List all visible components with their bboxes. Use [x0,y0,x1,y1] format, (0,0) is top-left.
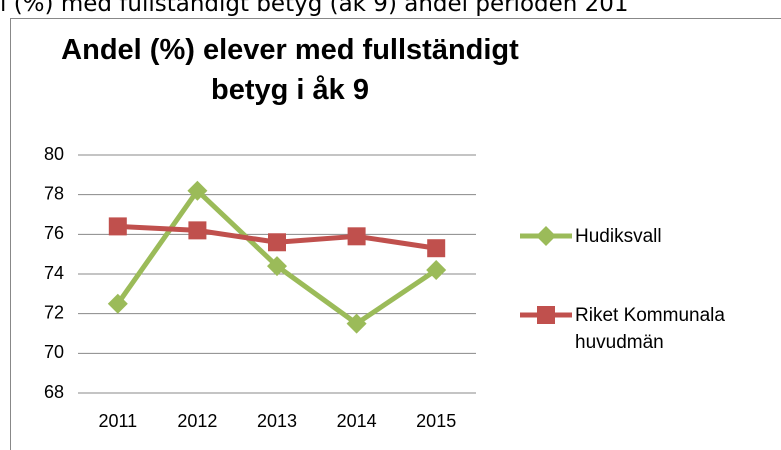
chart-title: Andel (%) elever med fullständigt betyg … [61,34,519,106]
legend-marker [537,306,555,324]
y-tick-label: 74 [44,263,64,283]
x-tick-label: 2013 [257,411,297,431]
x-tick-label: 2015 [416,411,456,431]
marker [426,260,447,281]
marker [108,217,127,236]
y-tick-label: 76 [44,223,64,243]
y-tick-label: 72 [44,302,64,322]
x-tick-label: 2012 [177,411,217,431]
x-tick-label: 2011 [98,411,137,431]
marker [107,293,128,314]
marker [347,227,366,246]
marker [267,256,287,277]
marker [346,313,367,334]
marker [268,233,286,252]
legend-label: Riket Kommunala huvudmän [575,305,725,353]
y-tick-label: 80 [44,144,64,164]
caption: l (%) med fullständigt betyg (åk 9) ande… [0,0,629,17]
y-tick-label: 78 [44,183,64,203]
x-tick-label: 2014 [337,411,377,431]
marker [427,239,446,258]
y-tick-label: 68 [44,382,64,402]
y-tick-label: 70 [44,342,64,362]
legend-label: Hudiksvall [575,226,662,247]
marker [188,221,207,240]
legend-marker [536,226,556,246]
marker [187,180,208,201]
chart-frame [10,18,781,450]
